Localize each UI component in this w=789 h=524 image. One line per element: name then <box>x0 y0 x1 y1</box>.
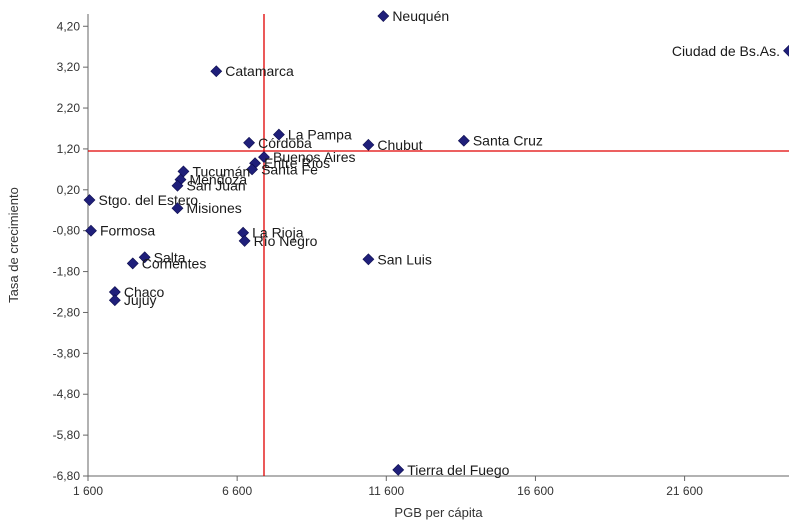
data-point-label: San Luis <box>377 251 431 267</box>
data-point-label: Tucumán <box>192 163 250 179</box>
plot-area <box>87 14 789 477</box>
data-point-label: Santa Fe <box>261 161 318 177</box>
data-point-marker <box>362 138 375 151</box>
data-point-marker <box>392 463 405 476</box>
data-point-label: Catamarca <box>225 63 294 79</box>
y-tick-label: -5,80 <box>53 428 81 442</box>
data-point-marker <box>362 253 375 266</box>
data-point-label: La Rioja <box>252 225 304 241</box>
data-point-label: Misiones <box>186 200 241 216</box>
x-tick-label: 1 600 <box>73 484 103 498</box>
y-tick-label: -2,80 <box>53 305 81 319</box>
data-point-label: Córdoba <box>258 135 312 151</box>
x-axis-ticks: 1 600 6 600 11 600 16 600 21 600 <box>73 476 703 498</box>
data-point-label: San Juan <box>186 178 245 194</box>
data-point-label: Mendoza <box>189 172 247 188</box>
data-point-label: Corrientes <box>142 255 207 271</box>
data-point-marker <box>377 10 390 22</box>
y-tick-label: -0,80 <box>53 224 81 238</box>
x-tick-label: 21 600 <box>666 484 703 498</box>
data-point-marker <box>171 179 184 192</box>
data-point-marker <box>783 44 789 57</box>
data-point-label: Entre Ríos <box>264 155 330 171</box>
x-tick-label: 16 600 <box>517 484 554 498</box>
data-point-label: Neuquén <box>392 8 449 24</box>
y-axis-title: Tasa de crecimiento <box>6 187 21 303</box>
data-point-label: Stgo. del Estero <box>98 192 198 208</box>
data-point-label: Chubut <box>377 137 422 153</box>
data-point-marker <box>85 224 97 237</box>
data-point-label: Río Negro <box>254 233 318 249</box>
x-tick-label: 11 600 <box>368 484 404 498</box>
data-point-marker <box>258 151 270 164</box>
data-point-label: Buenos Aires <box>273 149 356 165</box>
data-point-marker <box>246 163 258 176</box>
data-points: Neuquén Ciudad de Bs.As. Catamarca La Pampa… <box>83 8 789 478</box>
data-point-label: Salta <box>154 249 186 265</box>
data-point-label: Ciudad de Bs.As. <box>672 43 780 59</box>
x-tick-label: 6 600 <box>222 484 252 498</box>
data-point-marker <box>108 294 121 307</box>
data-point-label: La Pampa <box>288 127 352 143</box>
data-point-label: Jujuy <box>124 292 157 308</box>
y-axis-ticks: 4,20 3,20 2,20 1,20 0,20 -0,80 -1,80 -2,80 -3,80… <box>53 19 88 483</box>
data-point-marker <box>171 202 184 215</box>
y-tick-label: -6,80 <box>53 469 81 483</box>
y-tick-label: 1,20 <box>57 142 81 156</box>
y-tick-label: -3,80 <box>53 346 81 360</box>
data-point-marker <box>83 194 96 206</box>
y-tick-label: 2,20 <box>57 101 81 115</box>
data-point-label: Formosa <box>100 223 155 239</box>
x-axis-title: PGB per cápita <box>394 505 483 520</box>
data-point-marker <box>243 136 256 149</box>
y-tick-label: 3,20 <box>57 60 81 74</box>
y-tick-label: 4,20 <box>57 19 81 33</box>
y-tick-label: -1,80 <box>53 265 81 279</box>
data-point-marker <box>238 234 251 247</box>
data-point-marker <box>457 134 470 147</box>
reference-lines <box>88 14 789 476</box>
data-point-label: Chaco <box>124 284 165 300</box>
y-tick-label: 0,20 <box>57 183 81 197</box>
data-point-label: Santa Cruz <box>473 133 543 149</box>
y-tick-label: -4,80 <box>53 387 81 401</box>
data-point-marker <box>138 251 151 264</box>
data-point-label: Tierra del Fuego <box>407 462 509 478</box>
data-point-marker <box>272 128 285 141</box>
data-point-marker <box>126 257 139 270</box>
data-point-marker <box>210 65 223 78</box>
